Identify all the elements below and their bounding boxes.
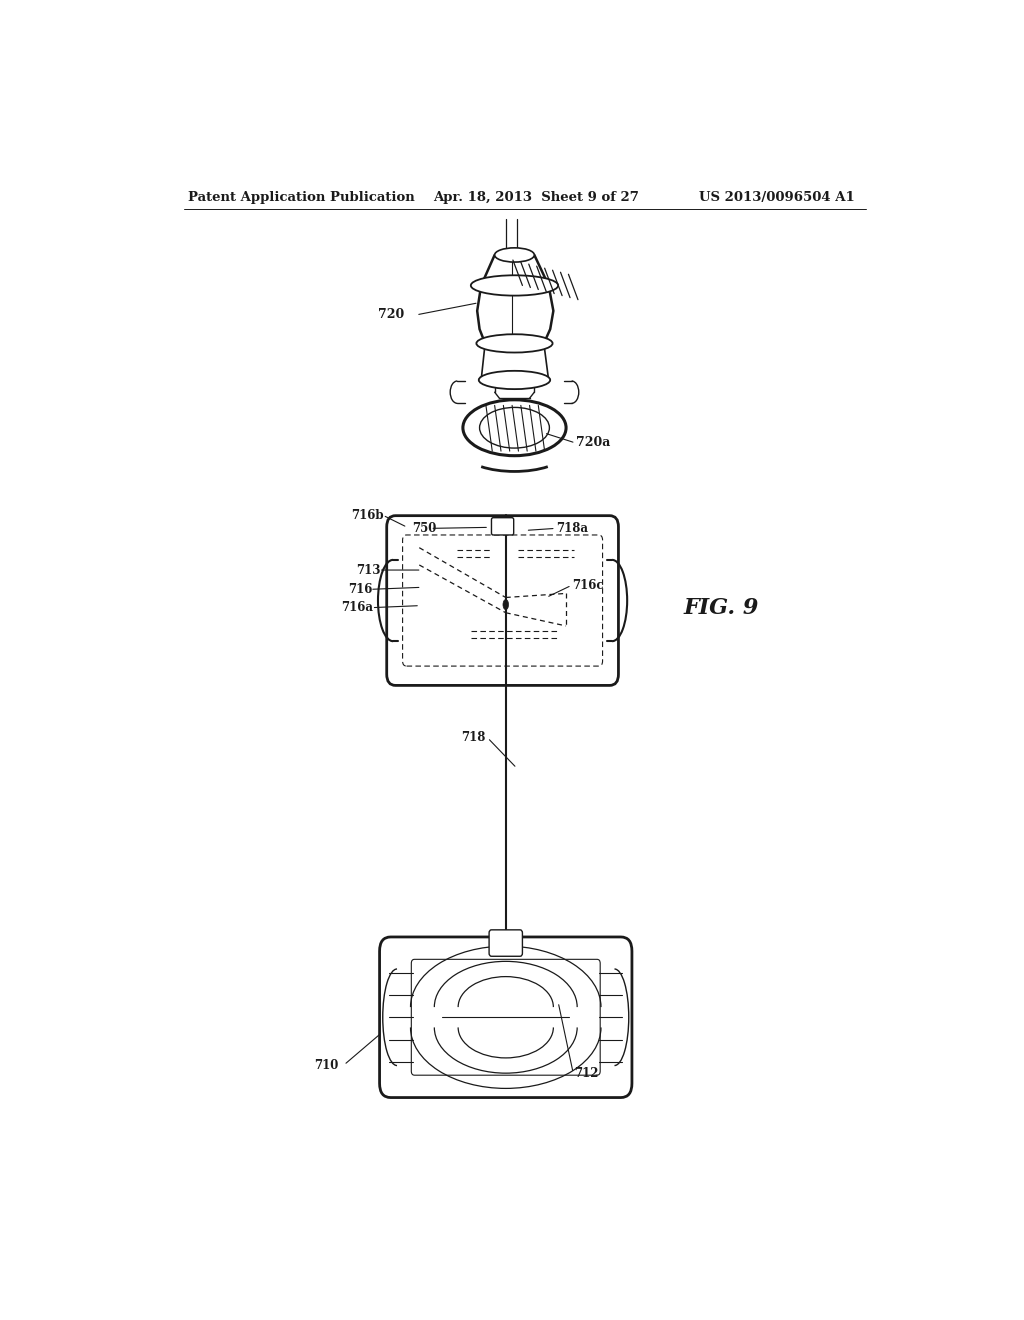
FancyBboxPatch shape: [412, 960, 600, 1076]
Text: 716c: 716c: [572, 578, 604, 591]
Text: 716a: 716a: [341, 601, 373, 614]
FancyBboxPatch shape: [492, 517, 514, 535]
FancyBboxPatch shape: [380, 937, 632, 1097]
Text: FIG. 9: FIG. 9: [684, 597, 759, 619]
Text: US 2013/0096504 A1: US 2013/0096504 A1: [699, 190, 855, 203]
FancyBboxPatch shape: [387, 516, 618, 685]
Ellipse shape: [476, 334, 553, 352]
Ellipse shape: [479, 408, 550, 447]
Text: 713: 713: [356, 564, 381, 577]
Ellipse shape: [503, 599, 509, 610]
Text: 750: 750: [412, 521, 436, 535]
Text: 712: 712: [574, 1067, 598, 1080]
Ellipse shape: [463, 400, 566, 455]
Ellipse shape: [495, 248, 535, 263]
Text: Apr. 18, 2013  Sheet 9 of 27: Apr. 18, 2013 Sheet 9 of 27: [433, 190, 639, 203]
Text: Patent Application Publication: Patent Application Publication: [187, 190, 415, 203]
Text: 716b: 716b: [351, 508, 384, 521]
Text: 716: 716: [348, 583, 373, 595]
Text: 718: 718: [461, 731, 485, 744]
Ellipse shape: [471, 276, 558, 296]
Text: 720: 720: [378, 309, 404, 322]
Text: 710: 710: [314, 1059, 339, 1072]
Text: 720a: 720a: [577, 437, 610, 450]
Ellipse shape: [479, 371, 550, 389]
Text: 718a: 718a: [557, 521, 589, 535]
FancyBboxPatch shape: [489, 929, 522, 956]
